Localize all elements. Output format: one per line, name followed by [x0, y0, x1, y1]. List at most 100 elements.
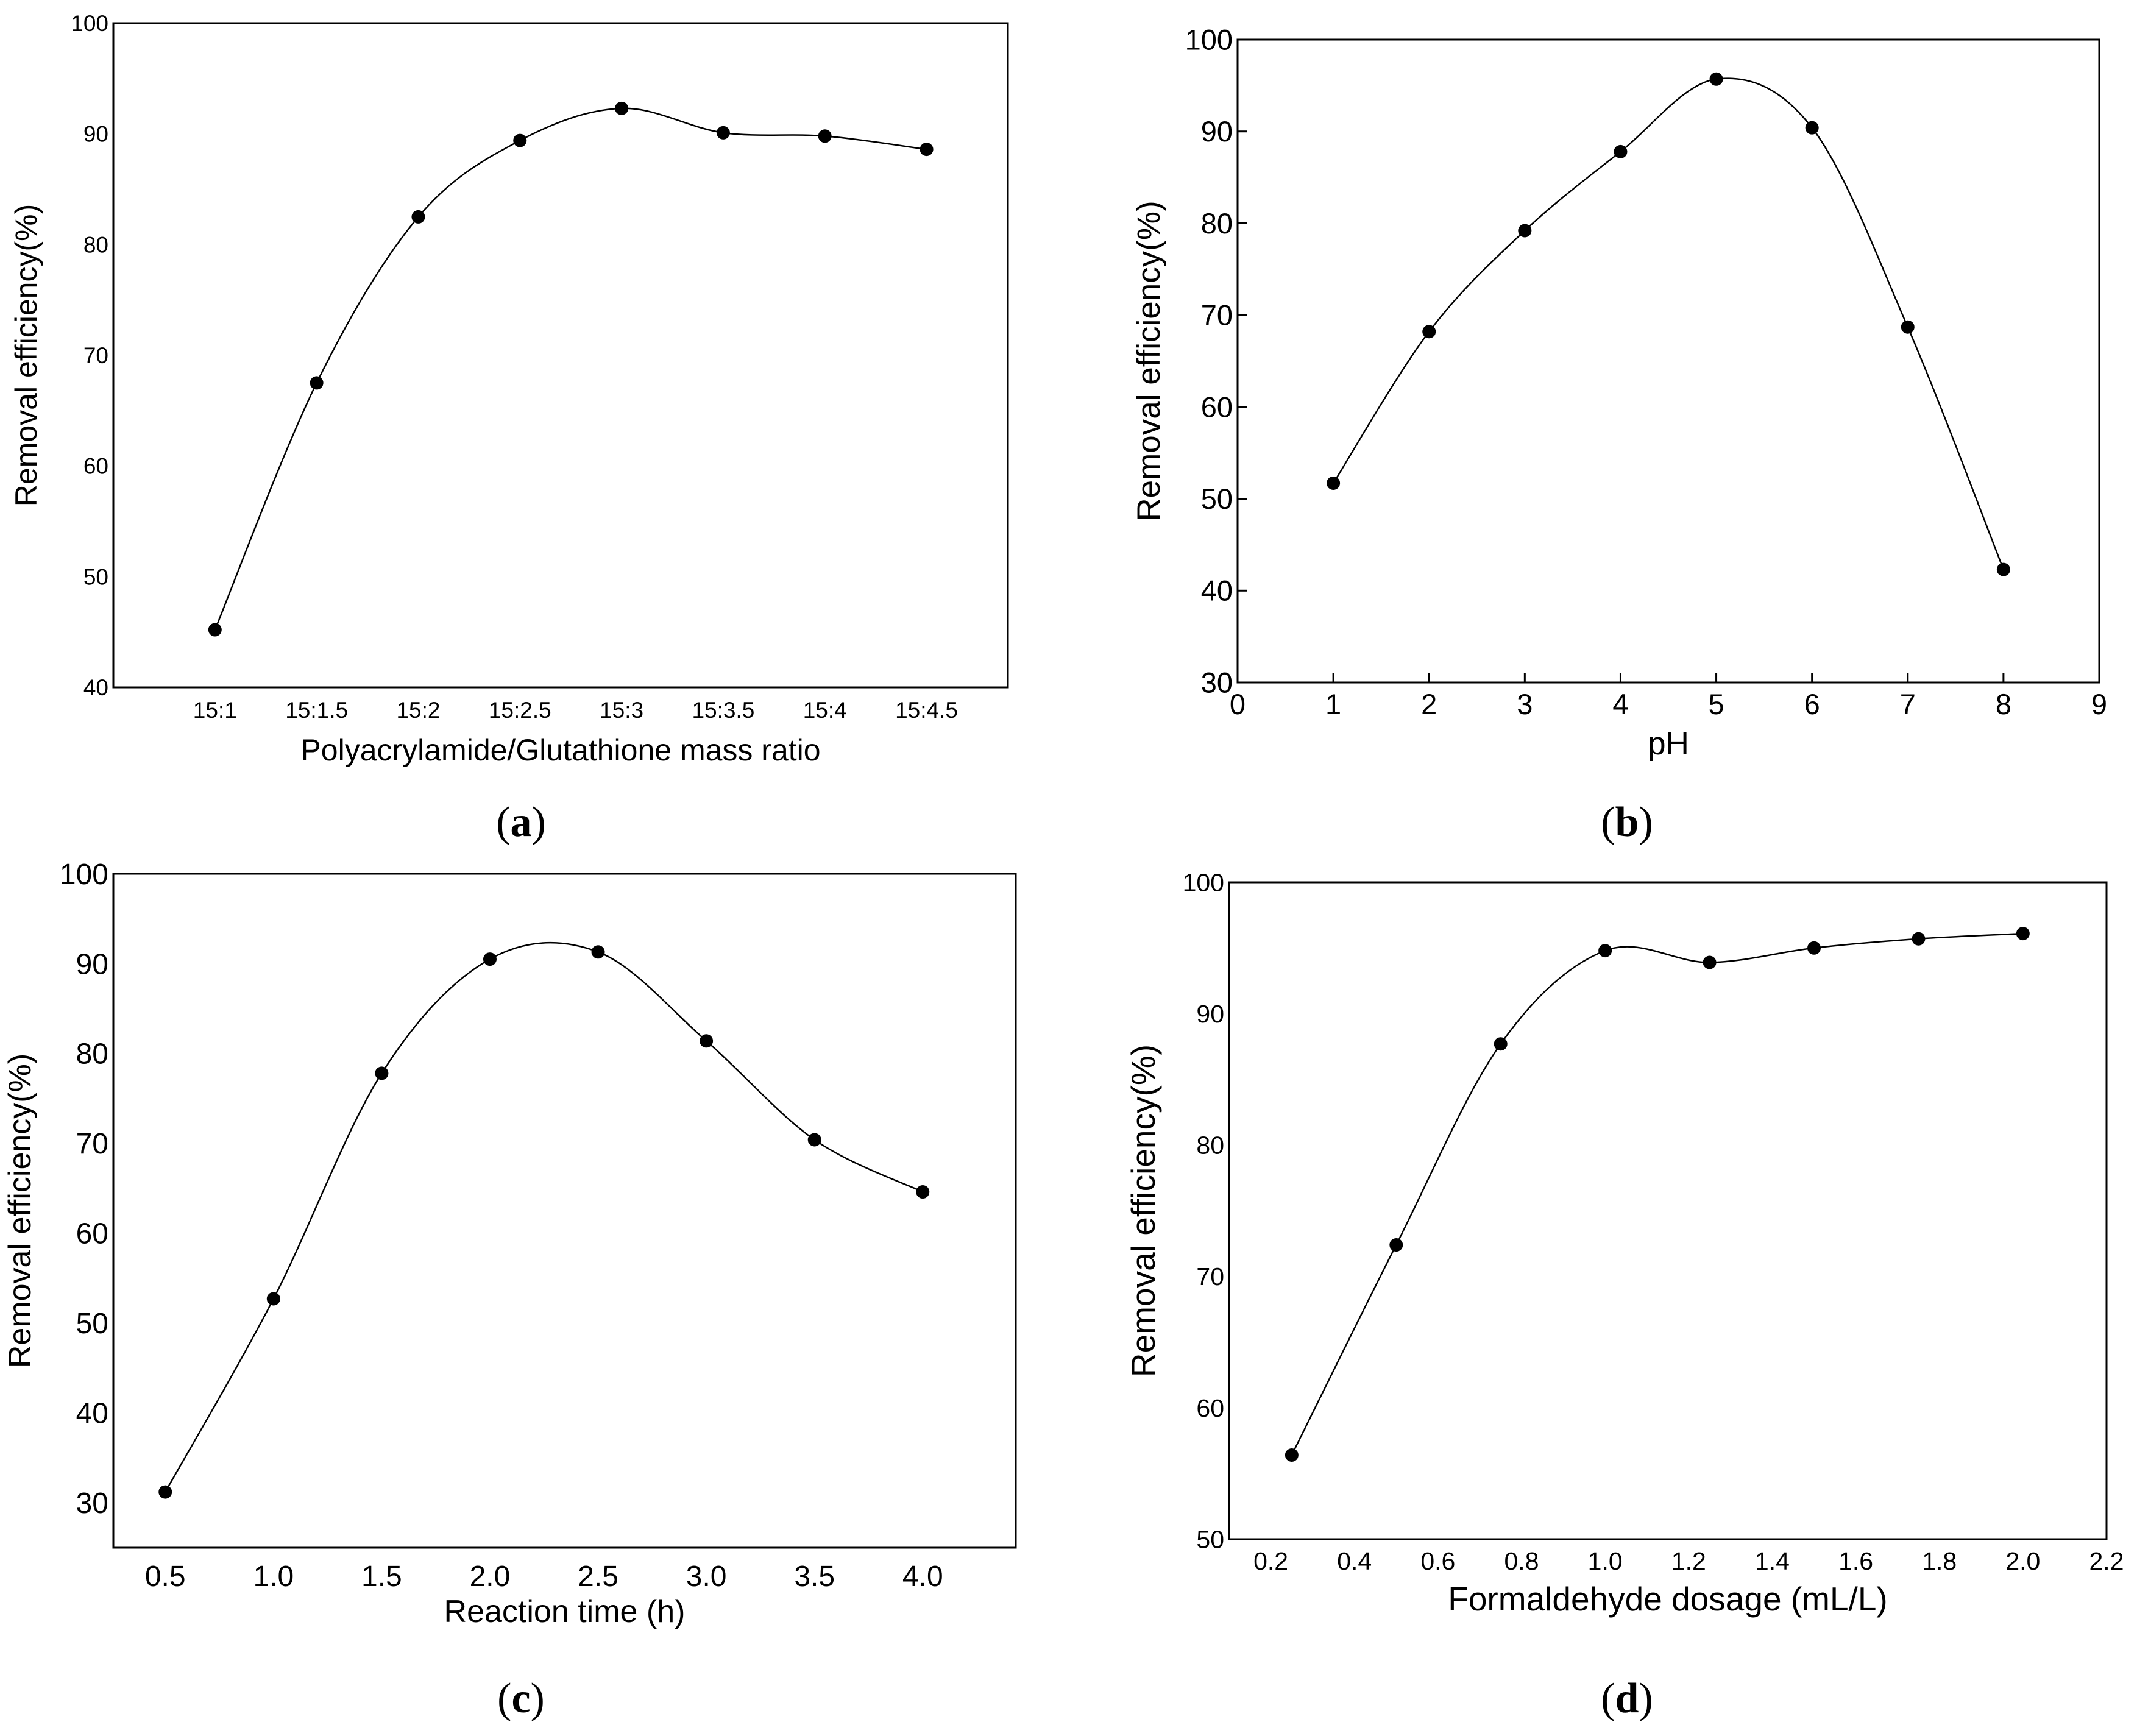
x-tick-label: 1.5 [361, 1561, 402, 1593]
data-point [807, 1133, 821, 1147]
x-tick-label: 15:4 [803, 698, 847, 723]
caption-close-paren: ) [532, 799, 546, 846]
y-tick-label: 60 [76, 1218, 108, 1250]
x-tick-label: 3.0 [686, 1561, 727, 1593]
data-point [375, 1066, 389, 1080]
data-point [1389, 1238, 1403, 1252]
x-tick-label: 0.4 [1337, 1547, 1372, 1575]
caption-letter: a [511, 799, 532, 846]
x-axis-title: Formaldehyde dosage (mL/L) [1448, 1580, 1887, 1618]
data-point [1422, 325, 1436, 339]
data-point [483, 952, 497, 966]
x-tick-label: 1.0 [1588, 1547, 1623, 1575]
plot-frame [1236, 38, 2100, 684]
x-tick-label: 2.0 [470, 1561, 511, 1593]
data-point [716, 126, 730, 140]
caption-letter: c [511, 1675, 530, 1722]
x-tick-label: 4 [1612, 688, 1628, 720]
x-tick-label: 3 [1517, 688, 1533, 720]
x-tick-label: 15:4.5 [895, 698, 958, 723]
x-tick-label: 7 [1900, 688, 1916, 720]
y-tick-label: 40 [76, 1398, 108, 1430]
x-tick-label: 15:3 [600, 698, 643, 723]
y-tick-label: 90 [83, 122, 108, 147]
y-axis-title: Removal efficiency(%) [1124, 1044, 1162, 1377]
plot-frame [1228, 881, 2108, 1540]
plot-frame [112, 873, 1017, 1549]
data-point [1805, 121, 1819, 135]
data-point [700, 1034, 714, 1048]
data-point [1494, 1037, 1508, 1051]
data-point [1703, 955, 1717, 969]
x-tick-label: 1.6 [1838, 1547, 1873, 1575]
caption-open-paren: ( [497, 1675, 511, 1722]
panel-caption: (d) [1601, 1675, 1653, 1722]
caption-open-paren: ( [496, 799, 510, 846]
x-tick-label: 1.0 [253, 1561, 294, 1593]
y-tick-label: 100 [71, 11, 108, 36]
data-point [591, 945, 605, 959]
x-axis-title: Polyacrylamide/Glutathione mass ratio [300, 733, 820, 767]
y-tick-label: 70 [1196, 1263, 1224, 1291]
y-tick-label: 80 [76, 1038, 108, 1071]
y-tick-label: 60 [83, 454, 108, 479]
y-tick-label: 40 [1201, 575, 1233, 607]
data-point [2016, 927, 2030, 941]
y-tick-label: 70 [83, 343, 108, 368]
x-axis-title: pH [1648, 726, 1689, 762]
y-tick-label: 50 [76, 1308, 108, 1340]
chart-panel-b: 30 40 50 60 70 80 90 100 0 1 2 3 4 5 6 7 8 9 pH Removal eff… [1131, 23, 2107, 846]
x-tick-label: 0.5 [145, 1561, 186, 1593]
x-tick-label: 5 [1708, 688, 1724, 720]
caption-letter: b [1615, 799, 1639, 846]
y-tick-label: 100 [60, 859, 108, 891]
y-axis-title: Removal efficiency(%) [9, 204, 43, 506]
y-tick-label: 80 [83, 232, 108, 257]
data-point [615, 101, 629, 115]
data-point [1709, 72, 1723, 86]
series-line [214, 107, 927, 631]
x-tick-label: 0.2 [1253, 1547, 1288, 1575]
caption-close-paren: ) [531, 1675, 545, 1722]
caption-open-paren: ( [1601, 799, 1615, 846]
data-point [158, 1485, 172, 1499]
x-tick-label: 0 [1230, 688, 1246, 720]
caption-open-paren: ( [1601, 1675, 1615, 1722]
x-tick-label: 2.0 [2005, 1547, 2040, 1575]
data-point [1598, 944, 1612, 958]
x-tick-label: 15:1.5 [285, 698, 348, 723]
data-point [208, 623, 222, 637]
chart-panel-d: 50 60 70 80 90 100 0.2 0.4 0.6 0.8 1.0 1.2 1.4 1.6 1.8… [1124, 868, 2124, 1722]
y-tick-label: 50 [1196, 1525, 1224, 1553]
caption-close-paren: ) [1639, 799, 1653, 846]
data-point [1614, 144, 1628, 158]
y-axis-title: Removal efficiency(%) [2, 1054, 38, 1368]
y-tick-label: 30 [76, 1487, 108, 1520]
data-point [513, 133, 527, 147]
y-tick-label: 30 [1201, 666, 1233, 698]
data-point [1807, 941, 1821, 955]
data-point [310, 376, 324, 390]
x-tick-label: 0.8 [1504, 1547, 1539, 1575]
y-tick-label: 50 [1201, 483, 1233, 515]
x-tick-label: 1.4 [1755, 1547, 1790, 1575]
y-tick-label: 50 [83, 564, 108, 589]
data-point [818, 129, 832, 143]
y-axis-title: Removal efficiency(%) [1131, 200, 1167, 521]
y-tick-label: 60 [1196, 1394, 1224, 1422]
x-tick-label: 15:2 [396, 698, 440, 723]
y-tick-label: 100 [1185, 23, 1233, 55]
x-tick-label: 9 [2091, 688, 2107, 720]
y-tick-label: 80 [1196, 1132, 1224, 1160]
y-tick-label: 70 [76, 1128, 108, 1160]
x-tick-label: 6 [1804, 688, 1820, 720]
data-point [1285, 1448, 1299, 1462]
chart-panel-a: 40 50 60 70 80 90 100 15:1 15:1.5 15:2 15:2.5 15:3 1… [9, 11, 1009, 846]
x-tick-label: 1.8 [1922, 1547, 1957, 1575]
x-tick-label: 1 [1325, 688, 1341, 720]
panel-caption: (c) [497, 1675, 545, 1722]
caption-letter: d [1615, 1675, 1639, 1722]
x-tick-label: 2 [1421, 688, 1437, 720]
chart-panel-c: 30 40 50 60 70 80 90 100 0.5 1.0 1.5 2.0 2.5 3.0 3.5 4.… [2, 859, 1017, 1722]
caption-close-paren: ) [1639, 1675, 1653, 1722]
